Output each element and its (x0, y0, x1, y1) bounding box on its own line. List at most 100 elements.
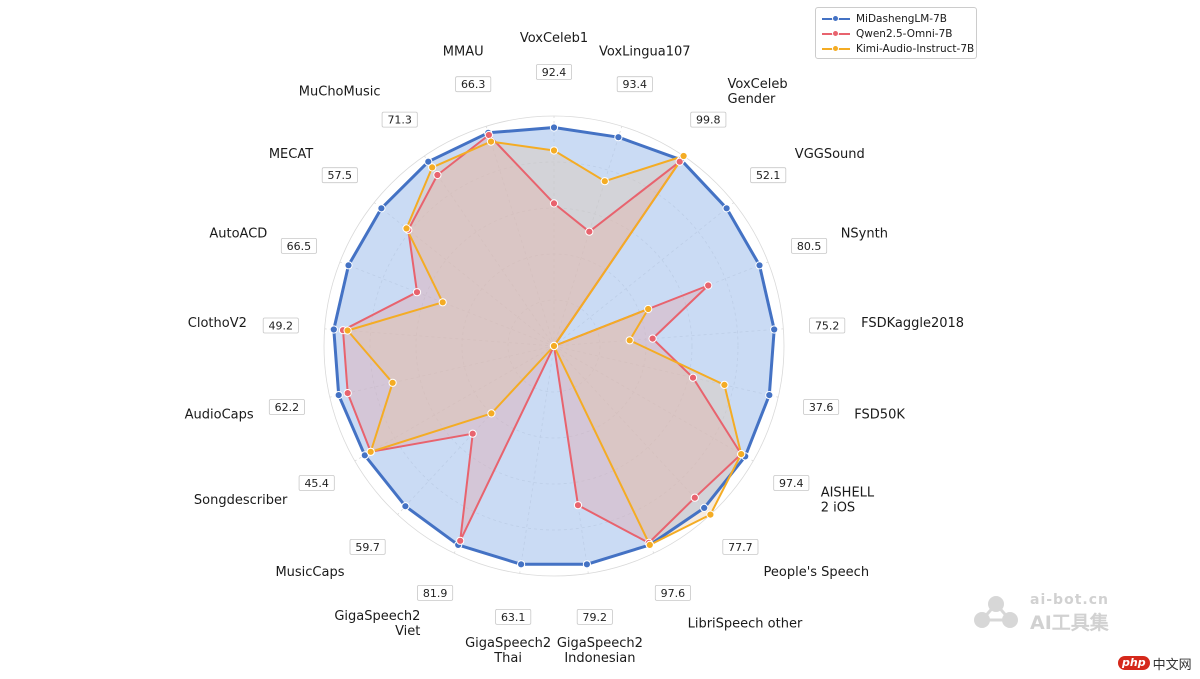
category-label: MECAT (269, 147, 313, 162)
value-label-box (773, 475, 810, 491)
category-label: ClothoV2 (188, 316, 247, 331)
category-label: MuChoMusic (299, 85, 381, 100)
value-label-text: 77.7 (728, 541, 753, 554)
legend-label: Kimi-Audio-Instruct-7B (856, 42, 975, 55)
series-point-1 (468, 429, 477, 438)
legend-label: Qwen2.5-Omni-7B (856, 27, 953, 40)
category-label: MMAU (443, 45, 484, 60)
series-point-1 (690, 493, 699, 502)
value-label: 71.3 (381, 111, 418, 128)
series-point-0 (360, 451, 369, 460)
value-label-text: 81.9 (423, 587, 448, 600)
value-label-text: 66.3 (461, 78, 486, 91)
value-label-box (321, 167, 358, 184)
series-point-2 (645, 540, 654, 550)
value-label: 66.5 (280, 237, 317, 254)
value-label-text: 97.6 (661, 587, 686, 600)
value-label-box (268, 399, 305, 415)
series-point-1 (648, 334, 657, 343)
series-point-2 (428, 163, 437, 172)
category-label: MusicCaps (275, 565, 344, 580)
value-label: 81.9 (417, 585, 454, 601)
series-point-2 (549, 341, 559, 351)
value-label-text: 52.1 (756, 169, 781, 182)
value-label-box (690, 111, 727, 128)
category-label: AudioCaps (185, 408, 254, 423)
value-label-text: 45.4 (304, 477, 329, 490)
series-point-0 (549, 123, 559, 132)
series-point-0 (722, 204, 731, 213)
series-point-1 (433, 170, 442, 180)
watermark-domain: ai-bot.cn (1030, 592, 1109, 608)
value-label: 49.2 (262, 317, 299, 334)
value-label-text: 79.2 (583, 611, 608, 624)
value-label-box (722, 539, 759, 555)
category-label: GigaSpeech2 Viet (334, 609, 420, 639)
series-fill-1 (343, 135, 742, 543)
series-point-2 (644, 304, 653, 314)
series-point-2 (402, 224, 411, 233)
series-point-0 (344, 261, 353, 270)
series-point-0 (377, 204, 386, 213)
value-label-box (298, 475, 335, 491)
value-label-box (280, 237, 317, 254)
category-label: VGGSound (795, 147, 865, 162)
series-point-0 (770, 325, 779, 334)
series-point-0 (517, 560, 526, 569)
series-point-2 (487, 409, 496, 418)
value-label-text: 49.2 (269, 320, 294, 333)
legend-entry: MiDashengLM-7B (816, 11, 976, 26)
series-point-0 (765, 391, 774, 400)
series-point-0 (334, 391, 343, 400)
value-label-box (349, 539, 386, 555)
value-label: 45.4 (298, 475, 335, 491)
series-point-2 (366, 447, 375, 456)
value-label-text: 93.4 (623, 78, 648, 91)
category-label: AISHELL 2 iOS (821, 486, 875, 516)
series-point-1 (484, 130, 493, 140)
category-label: NSynth (841, 227, 888, 242)
php-logo-icon: php (1118, 656, 1150, 670)
value-label: 75.2 (809, 317, 846, 334)
legend-label: MiDashengLM-7B (856, 12, 947, 25)
series-point-2 (679, 151, 688, 161)
value-label-text: 59.7 (355, 541, 380, 554)
value-label-box (750, 167, 787, 184)
value-label-text: 63.1 (501, 611, 526, 624)
category-label: FSD50K (854, 408, 905, 423)
series-point-0 (401, 502, 410, 511)
watermark: ai-bot.cn AI工具集 (968, 590, 1138, 635)
value-label-box (536, 64, 573, 80)
value-label-text: 80.5 (797, 240, 822, 253)
series-point-0 (582, 560, 592, 569)
value-label-box (495, 609, 532, 625)
series-point-1 (688, 373, 698, 382)
category-label: VoxLingua107 (599, 45, 691, 60)
value-label: 97.4 (773, 475, 810, 491)
series-point-2 (343, 326, 352, 335)
category-label: LibriSpeech other (688, 617, 803, 632)
value-label-box (576, 609, 613, 625)
category-label: VoxCeleb Gender (728, 77, 788, 107)
value-label: 97.6 (654, 585, 691, 601)
legend-swatch (822, 29, 850, 39)
series-point-1 (456, 536, 465, 545)
series-point-1 (573, 501, 583, 510)
series-point-1 (412, 288, 422, 297)
series-point-2 (737, 450, 746, 459)
category-label: AutoACD (209, 227, 267, 242)
grid-ring (323, 115, 785, 577)
value-label: 52.1 (750, 167, 787, 184)
value-label-box (616, 76, 653, 93)
value-label-text: 62.2 (275, 401, 300, 414)
value-label-box (417, 585, 454, 601)
watermark-logo-icon (974, 596, 1018, 628)
value-label: 57.5 (321, 167, 358, 184)
series-point-1 (585, 227, 594, 236)
value-label-text: 97.4 (779, 477, 804, 490)
value-label-box (803, 399, 840, 415)
value-label: 92.4 (536, 64, 573, 80)
site-badge-text: 中文网 (1152, 657, 1192, 673)
series-point-1 (343, 389, 352, 398)
